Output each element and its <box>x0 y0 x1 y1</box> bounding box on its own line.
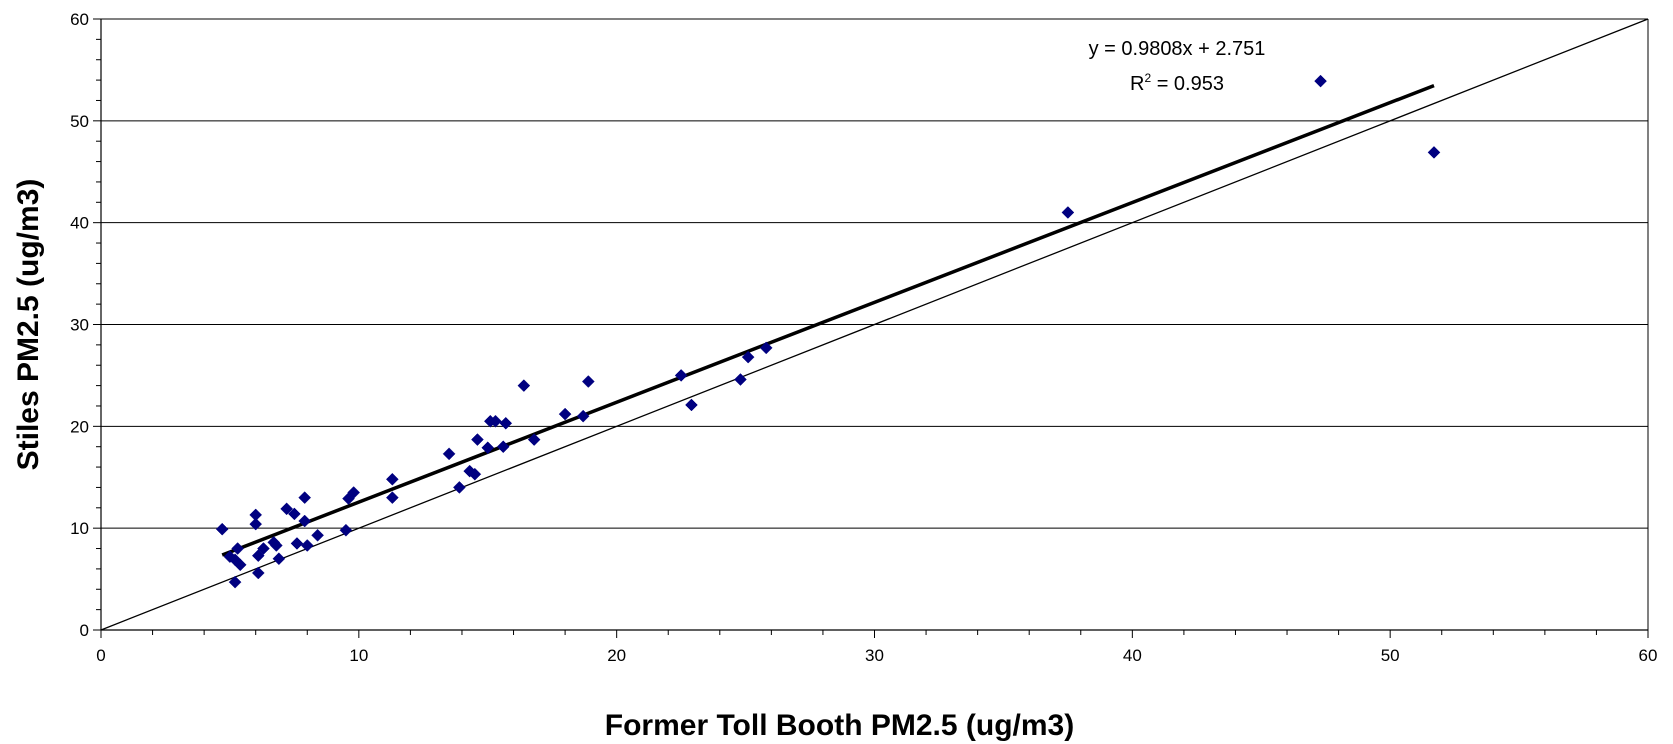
data-point <box>759 341 773 355</box>
data-point <box>685 398 698 412</box>
y-tick-label: 10 <box>70 519 89 538</box>
data-point <box>257 542 270 555</box>
r-squared-exponent: 2 <box>1144 71 1151 85</box>
data-point <box>499 416 513 430</box>
y-tick-label: 20 <box>70 417 89 436</box>
data-point <box>527 433 541 446</box>
data-point <box>233 558 247 572</box>
tick-marks <box>93 18 1649 638</box>
data-point <box>311 528 324 542</box>
trendline-equation: y = 0.9808x + 2.751 <box>1089 38 1266 60</box>
data-point <box>231 542 245 555</box>
data-point <box>517 379 531 392</box>
y-axis-title: Stiles PM2.5 (ug/m3) <box>12 179 45 471</box>
data-point <box>442 447 456 461</box>
data-point <box>228 575 242 589</box>
y-tick-label: 50 <box>70 112 89 131</box>
r-squared-value: = 0.953 <box>1151 73 1224 95</box>
data-point <box>385 491 399 504</box>
data-point <box>674 369 688 382</box>
data-point <box>288 507 301 521</box>
data-point <box>471 433 484 446</box>
data-point <box>385 472 399 486</box>
x-tick-label: 20 <box>607 646 626 665</box>
data-point <box>468 467 482 481</box>
x-tick-label: 0 <box>96 646 105 665</box>
data-point <box>249 517 263 531</box>
data-point <box>489 414 502 428</box>
data-point <box>269 539 283 552</box>
x-tick-label: 10 <box>349 646 368 665</box>
data-point <box>481 441 495 455</box>
linear-trendline <box>221 83 1435 557</box>
tick-labels: 0 10 20 30 40 50 60 0 10 20 30 40 50 60 <box>70 10 1657 665</box>
data-point <box>581 375 595 388</box>
data-point <box>298 514 312 528</box>
x-tick-label: 50 <box>1381 646 1400 665</box>
data-point <box>339 523 353 537</box>
data-point <box>558 407 572 421</box>
data-point <box>1427 146 1441 159</box>
data-point <box>734 373 747 386</box>
r-squared-label: R2 = 0.953 <box>1130 71 1224 95</box>
data-point <box>298 491 312 504</box>
data-point <box>496 440 510 454</box>
x-axis-title: Former Toll Booth PM2.5 (ug/m3) <box>605 709 1074 742</box>
data-point <box>272 552 286 566</box>
y-tick-label: 0 <box>80 621 89 640</box>
y-tick-label: 30 <box>70 316 89 335</box>
y-tick-label: 60 <box>70 10 89 29</box>
data-point <box>453 481 466 494</box>
data-point <box>347 486 361 499</box>
x-tick-label: 30 <box>865 646 884 665</box>
data-points <box>215 74 1441 589</box>
r-squared-prefix: R <box>1130 73 1144 95</box>
identity-reference-line <box>100 18 1649 631</box>
y-tick-label: 40 <box>70 214 89 233</box>
data-point <box>1314 74 1327 88</box>
data-point <box>215 522 229 536</box>
data-point <box>1061 206 1075 219</box>
data-point <box>251 566 265 580</box>
x-tick-label: 40 <box>1123 646 1142 665</box>
x-tick-label: 60 <box>1639 646 1658 665</box>
data-point <box>576 409 590 423</box>
data-point <box>300 539 314 552</box>
data-point <box>280 502 293 516</box>
data-point <box>741 350 755 364</box>
gridlines <box>101 18 1648 529</box>
data-point <box>290 537 304 550</box>
